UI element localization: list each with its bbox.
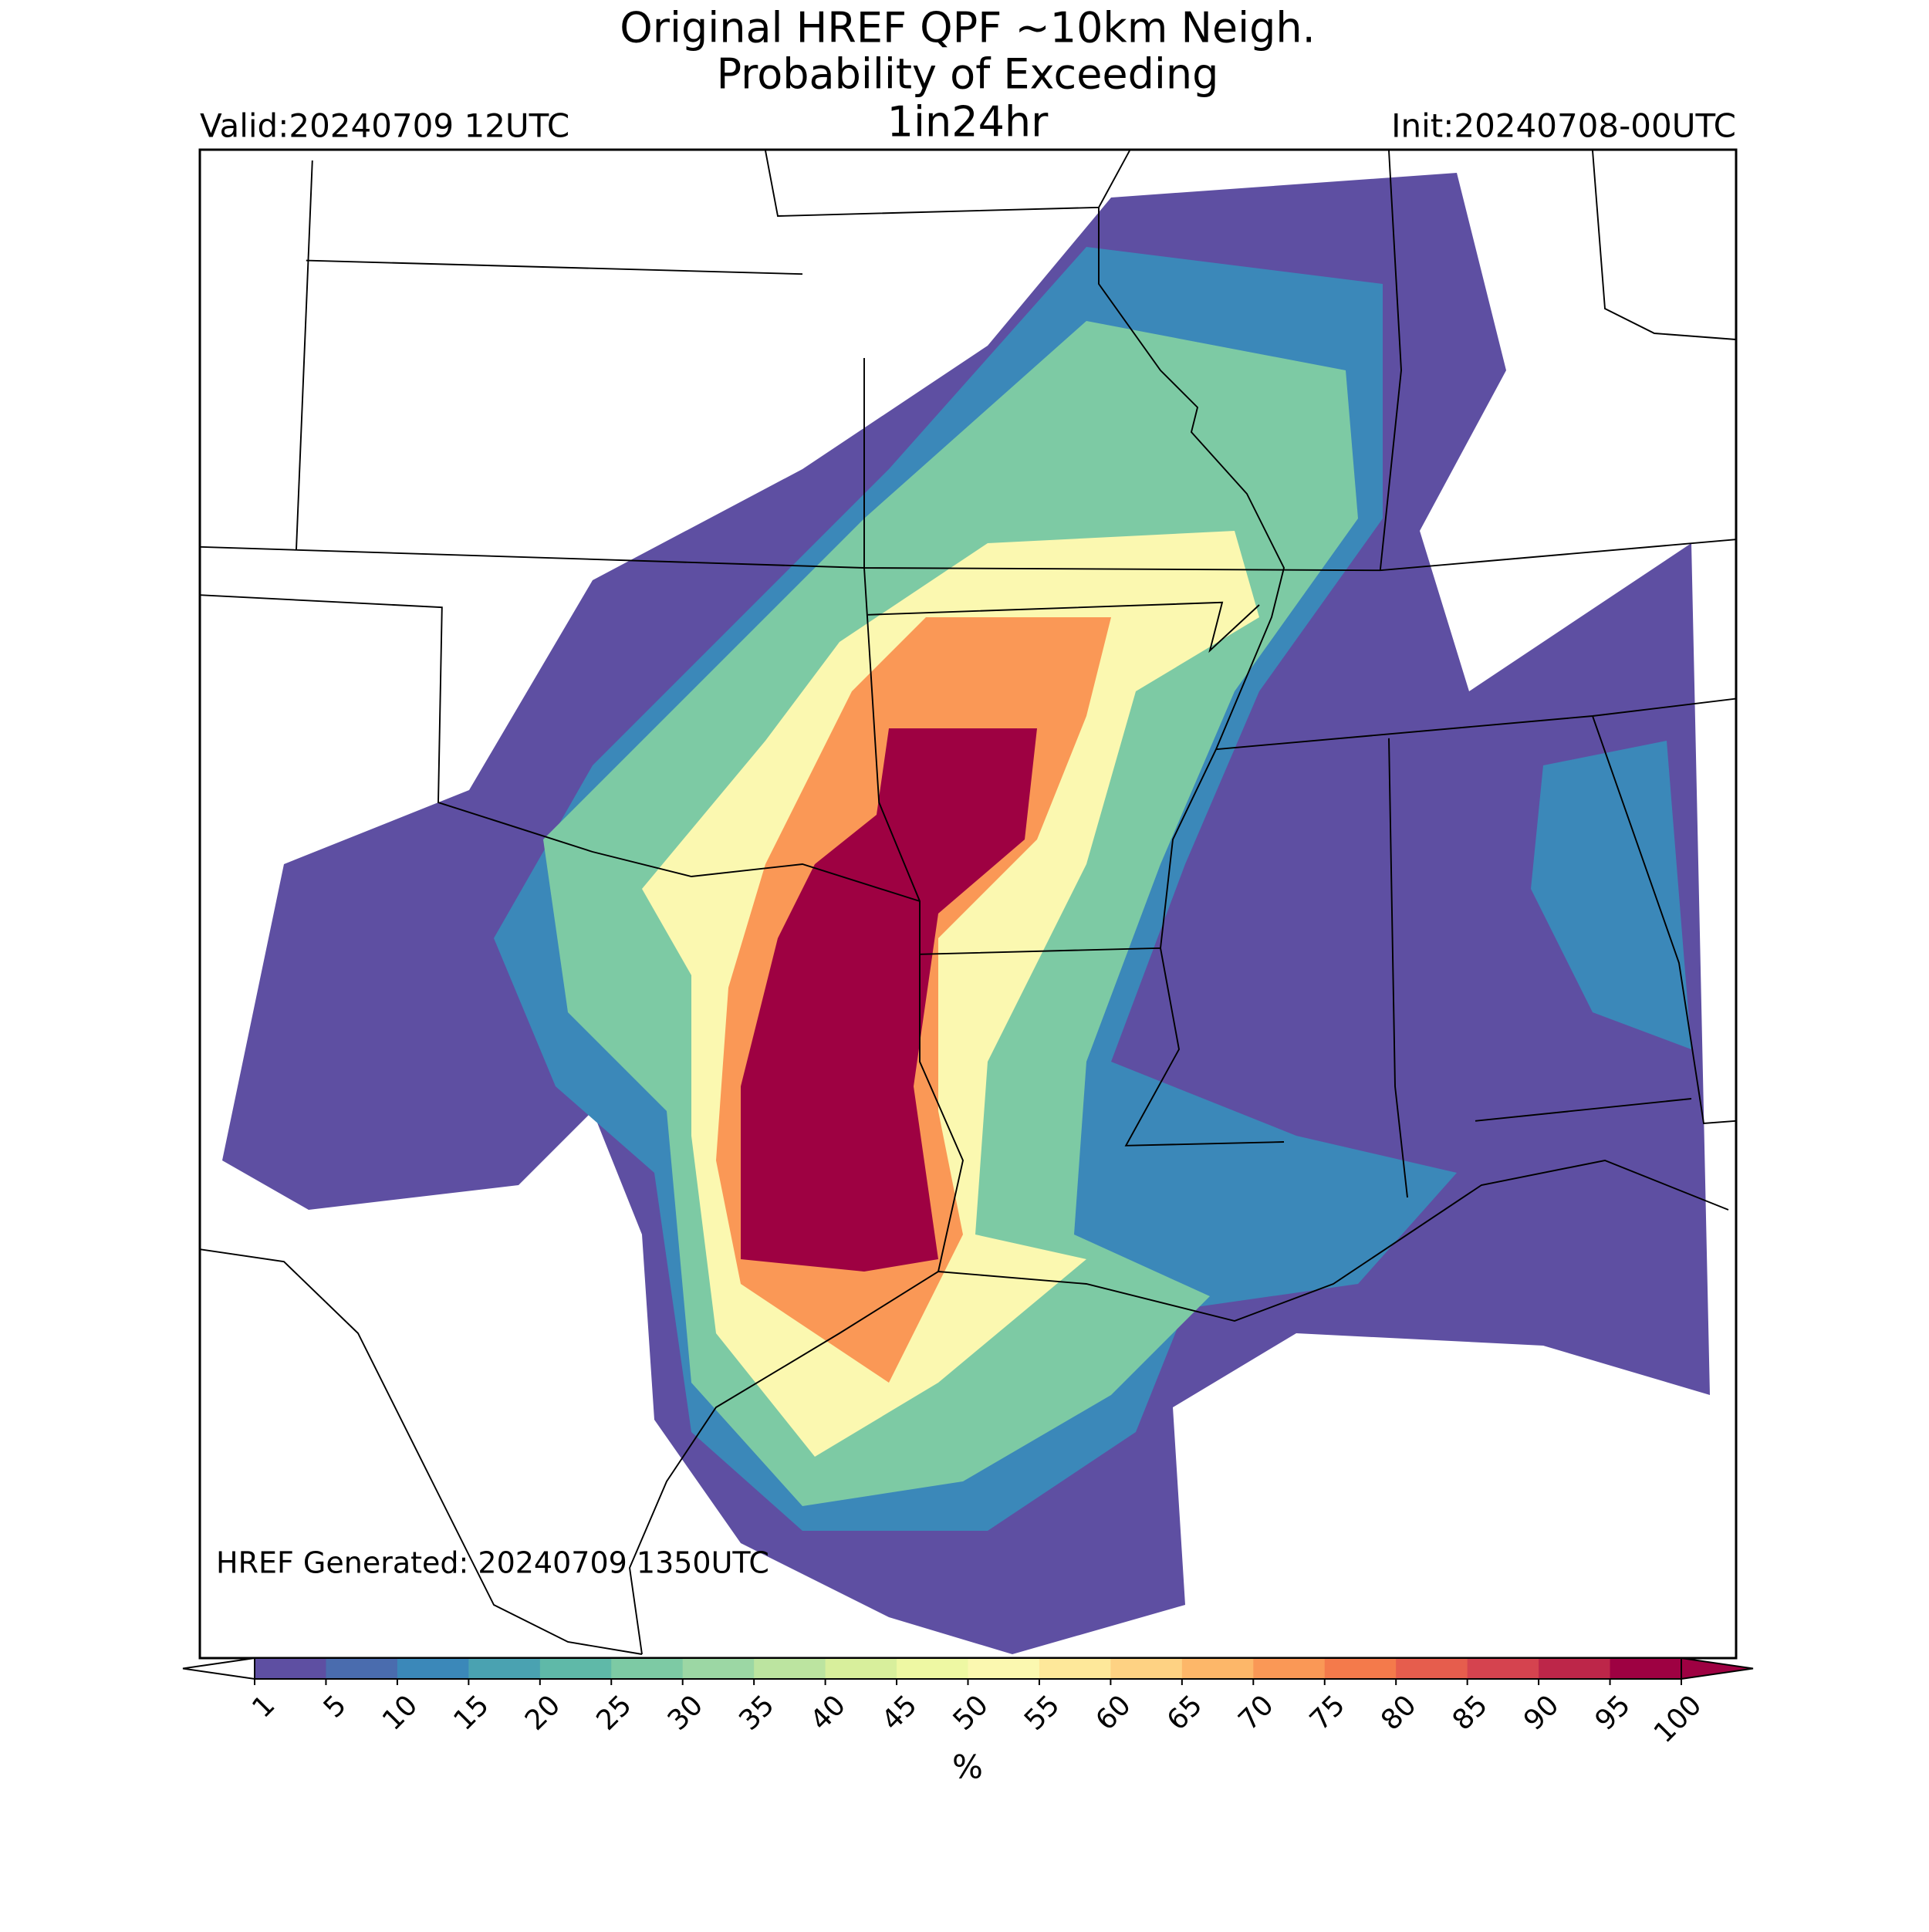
colorbar-extend-low [182,1657,255,1680]
colorbar-extend-high [1681,1657,1754,1680]
colorbar-tick-label: 10 [377,1689,424,1736]
colorbar-segment [897,1658,968,1679]
colorbar-segment [1110,1658,1183,1679]
colorbar-tick-label: 80 [1375,1689,1422,1736]
colorbar-tick-label: 5 [318,1689,353,1724]
colorbar-segment [1253,1658,1326,1679]
colorbar-tick-label: 60 [1089,1689,1137,1736]
colorbar-tick-label: 95 [1589,1689,1637,1736]
colorbar-segment [1039,1658,1111,1679]
colorbar-tick-label: 55 [1019,1689,1066,1736]
colorbar-tick-label: 100 [1648,1689,1708,1749]
generated-note: HREF Generated: 20240709 1350UTC [216,1546,769,1580]
threshold-title: 1in24hr [887,98,1049,147]
colorbar-tick-label: 20 [519,1689,566,1736]
map [200,150,1736,1655]
colorbar-segment [1539,1658,1611,1679]
colorbar-tick-label: 40 [805,1689,852,1736]
colorbar-segment [825,1658,897,1679]
colorbar-segment [326,1658,398,1679]
probability-field [200,150,1736,1655]
colorbar-tick-label: 35 [733,1689,780,1736]
colorbar-segment [1396,1658,1468,1679]
colorbar-segment [1610,1658,1682,1679]
colorbar-segment [682,1658,755,1679]
field-contour [741,728,1037,1272]
colorbar-tick-label: 50 [948,1689,995,1736]
colorbar-segment [1467,1658,1539,1679]
init-time: Init:20240708-00UTC [1391,107,1736,145]
state-borders [200,150,1736,1655]
colorbar-segment [1181,1658,1254,1679]
colorbar-tick-label: 25 [590,1689,637,1736]
colorbar: 1 5 10 15 20 25 30 35 40 45 50 55 60 65 70 75 80 85 90 95 10… [182,1657,1754,1749]
colorbar-tick-label: 70 [1232,1689,1279,1736]
colorbar-tick-label: 45 [876,1689,923,1736]
colorbar-segment [468,1658,541,1679]
colorbar-segment [611,1658,684,1679]
colorbar-tick-label: 15 [448,1689,495,1736]
colorbar-tick-label: 90 [1518,1689,1565,1736]
colorbar-segment [754,1658,826,1679]
valid-time: Valid:20240709 12UTC [200,107,569,145]
colorbar-tick-label: 75 [1304,1689,1351,1736]
title: Original HREF QPF ~10km Neigh. [620,4,1316,52]
subtitle: Probability of Exceeding [717,50,1219,99]
colorbar-segment [397,1658,469,1679]
colorbar-segment [539,1658,612,1679]
field-contour [1531,741,1691,1049]
colorbar-tick-label: 1 [246,1689,281,1724]
colorbar-segment [1324,1658,1397,1679]
colorbar-tick-label: 65 [1161,1689,1208,1736]
colorbar-segment [255,1658,326,1679]
colorbar-label: % [952,1748,983,1786]
colorbar-tick-label: 85 [1447,1689,1494,1736]
colorbar-tick-label: 30 [662,1689,709,1736]
colorbar-segment [968,1658,1040,1679]
